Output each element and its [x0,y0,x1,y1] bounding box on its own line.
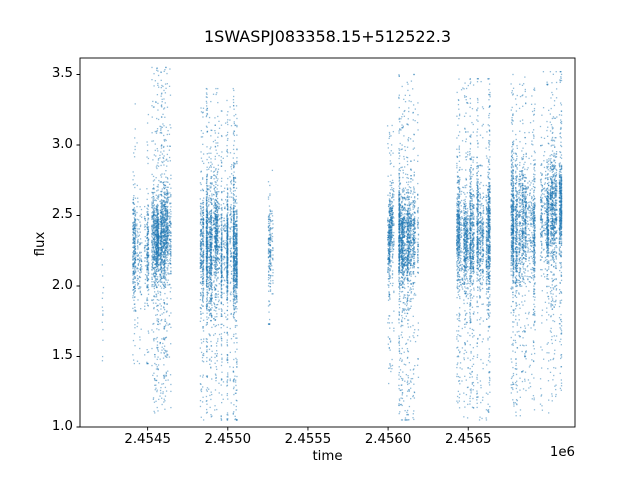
chart-title: 1SWASPJ083358.15+512522.3 [203,27,452,46]
x-axis-offset-label: 1e6 [549,445,575,460]
x-axis-label: time [312,449,343,464]
y-axis-label: flux [33,231,48,256]
